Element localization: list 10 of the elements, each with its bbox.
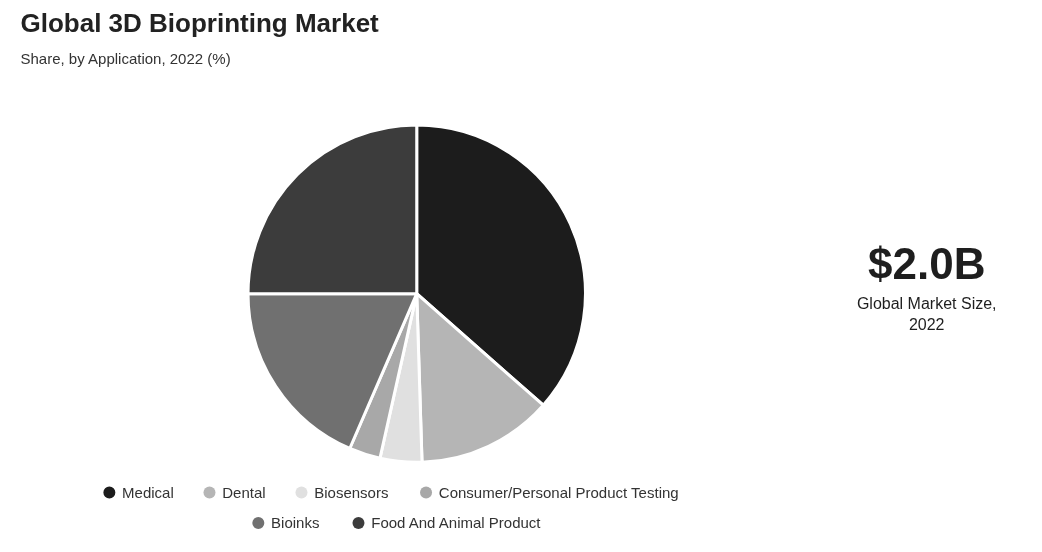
text: Global Market Size, 2022 bbox=[856, 295, 997, 333]
legend-label: Dental bbox=[222, 483, 266, 501]
legend-label: Medical bbox=[122, 483, 174, 501]
chart-subtitle: Share, by Application, 2022 (%) bbox=[20, 49, 231, 67]
legend-label: Biosensors bbox=[314, 483, 389, 501]
text: $2.0B bbox=[868, 238, 986, 288]
legend-label: Consumer/Personal Product Testing bbox=[438, 483, 679, 501]
legend-label: Bioinks bbox=[271, 514, 320, 532]
chart-title: Global 3D Bioprinting Market bbox=[20, 7, 380, 38]
legend-label: Food And Animal Product bbox=[371, 514, 542, 532]
